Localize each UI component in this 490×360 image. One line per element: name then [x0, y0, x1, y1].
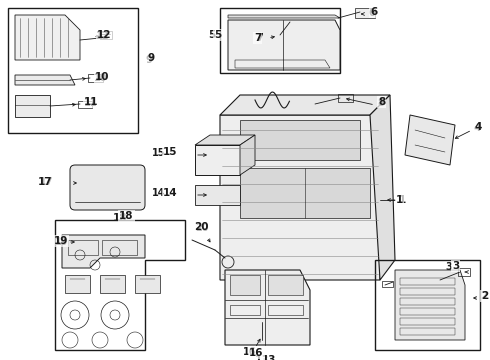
- Text: 5: 5: [208, 30, 215, 40]
- Polygon shape: [220, 115, 380, 280]
- Text: 7: 7: [256, 33, 263, 43]
- Bar: [78, 101, 92, 108]
- Text: 7: 7: [254, 33, 261, 43]
- Bar: [458, 268, 470, 276]
- Bar: [68, 240, 98, 255]
- Text: 17: 17: [40, 177, 53, 187]
- Text: 16: 16: [243, 347, 257, 357]
- Bar: [220, 8, 340, 73]
- Text: 17: 17: [38, 177, 52, 187]
- Bar: [102, 240, 137, 255]
- Text: 1: 1: [396, 195, 403, 205]
- Bar: [382, 281, 393, 287]
- Bar: [100, 31, 112, 39]
- Bar: [400, 328, 455, 335]
- Bar: [400, 288, 455, 295]
- Bar: [230, 305, 260, 315]
- Text: 6: 6: [370, 7, 377, 17]
- Text: 20: 20: [195, 223, 209, 233]
- Text: 13: 13: [262, 355, 276, 360]
- Text: 10: 10: [95, 72, 109, 82]
- Bar: [338, 94, 353, 102]
- Text: 9: 9: [147, 53, 154, 63]
- Text: 19: 19: [55, 237, 69, 247]
- Text: 14: 14: [163, 188, 177, 198]
- Bar: [88, 74, 103, 82]
- Text: 13: 13: [255, 355, 269, 360]
- Polygon shape: [370, 95, 395, 280]
- Polygon shape: [195, 145, 240, 175]
- Text: 11: 11: [84, 97, 98, 107]
- Bar: [240, 120, 360, 160]
- Text: 3: 3: [445, 262, 452, 272]
- Text: 6: 6: [368, 8, 375, 18]
- Polygon shape: [405, 115, 455, 165]
- Bar: [65, 275, 90, 293]
- Bar: [15, 95, 50, 117]
- Text: 15: 15: [151, 148, 165, 158]
- Polygon shape: [15, 15, 80, 60]
- Bar: [375, 260, 480, 350]
- Text: 5: 5: [214, 30, 221, 40]
- Text: 20: 20: [194, 222, 209, 232]
- Text: 15: 15: [163, 147, 177, 157]
- Bar: [268, 275, 303, 295]
- Text: 2: 2: [481, 291, 488, 301]
- Polygon shape: [62, 235, 145, 268]
- Bar: [8, 8, 138, 133]
- Polygon shape: [228, 20, 340, 70]
- Text: 14: 14: [151, 188, 165, 198]
- Text: 1: 1: [399, 195, 406, 205]
- Text: 3: 3: [452, 261, 459, 271]
- Text: 16: 16: [249, 348, 264, 358]
- Text: 4: 4: [473, 123, 480, 133]
- Polygon shape: [395, 270, 465, 340]
- Bar: [268, 305, 303, 315]
- Text: 4: 4: [474, 122, 481, 132]
- Text: 11: 11: [84, 98, 98, 108]
- Bar: [355, 8, 375, 18]
- Bar: [400, 308, 455, 315]
- Bar: [400, 298, 455, 305]
- Polygon shape: [195, 185, 240, 205]
- FancyBboxPatch shape: [70, 165, 145, 210]
- Text: 10: 10: [94, 73, 107, 83]
- Bar: [240, 168, 370, 218]
- Text: 19: 19: [54, 236, 69, 246]
- Bar: [400, 278, 455, 285]
- Polygon shape: [195, 135, 255, 145]
- Bar: [135, 275, 160, 293]
- Polygon shape: [220, 95, 390, 115]
- Text: 18: 18: [113, 213, 127, 223]
- Bar: [400, 318, 455, 325]
- Text: 2: 2: [480, 291, 487, 301]
- Text: 8: 8: [378, 97, 385, 107]
- Text: 12: 12: [96, 31, 109, 41]
- Polygon shape: [15, 75, 75, 85]
- Text: 18: 18: [119, 211, 133, 221]
- Polygon shape: [225, 270, 310, 345]
- Polygon shape: [240, 135, 255, 175]
- Bar: [100, 275, 125, 293]
- Text: 12: 12: [97, 30, 112, 40]
- Polygon shape: [228, 15, 340, 18]
- Bar: [230, 275, 260, 295]
- Text: 9: 9: [145, 55, 152, 65]
- Text: 8: 8: [377, 98, 384, 108]
